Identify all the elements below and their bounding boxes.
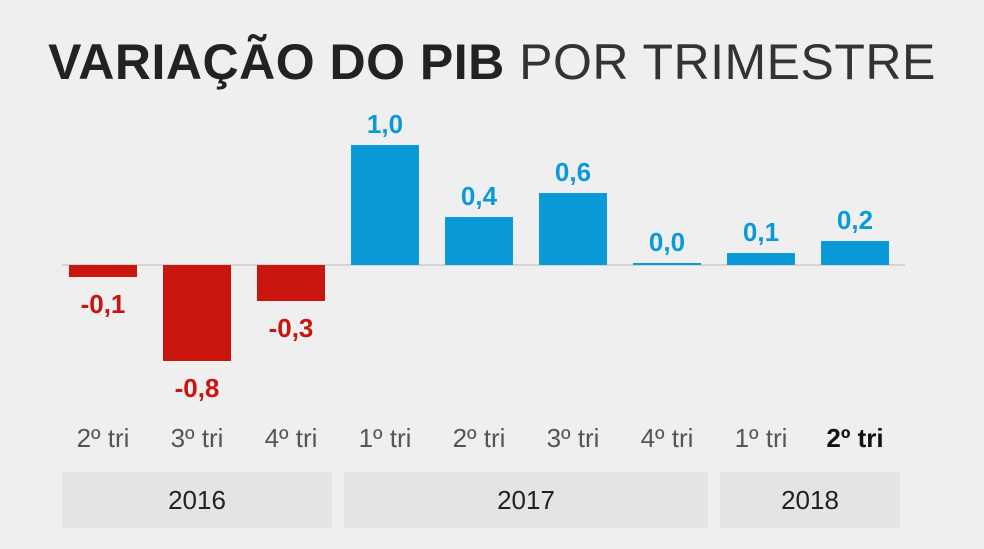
year-label: 2016	[168, 485, 226, 515]
year-label: 2017	[497, 485, 555, 515]
bar	[257, 265, 325, 301]
bar-value-label: 0,2	[837, 205, 873, 235]
quarter-label: 3º tri	[171, 423, 224, 453]
quarter-label: 1º tri	[735, 423, 788, 453]
bar	[539, 193, 607, 265]
year-label: 2018	[781, 485, 839, 515]
bar-value-label: 0,0	[649, 227, 685, 257]
bar-value-label: -0,1	[81, 289, 126, 319]
quarter-label: 1º tri	[359, 423, 412, 453]
bar-value-label: 0,1	[743, 217, 779, 247]
quarter-label: 4º tri	[265, 423, 318, 453]
bar	[163, 265, 231, 361]
bar-value-label: -0,8	[175, 373, 220, 403]
bar	[821, 241, 889, 265]
chart-title-light: POR TRIMESTRE	[519, 34, 936, 90]
quarter-label: 2º tri	[77, 423, 130, 453]
bar	[445, 217, 513, 265]
chart-title-bold: VARIAÇÃO DO PIB	[48, 34, 505, 90]
bar	[633, 263, 701, 265]
quarter-label: 3º tri	[547, 423, 600, 453]
bar	[351, 145, 419, 265]
bar-value-label: 0,4	[461, 181, 498, 211]
quarter-label: 2º tri	[826, 423, 883, 453]
quarter-label: 2º tri	[453, 423, 506, 453]
bar-value-label: 0,6	[555, 157, 591, 187]
year-band-2018	[720, 472, 900, 528]
year-band-2016	[62, 472, 332, 528]
year-band-2017	[344, 472, 708, 528]
bar-value-label: 1,0	[367, 109, 403, 139]
chart-title: VARIAÇÃO DO PIB POR TRIMESTRE	[0, 30, 984, 94]
bar-value-label: -0,3	[269, 313, 314, 343]
quarter-label: 4º tri	[641, 423, 694, 453]
bar	[727, 253, 795, 265]
bar	[69, 265, 137, 277]
